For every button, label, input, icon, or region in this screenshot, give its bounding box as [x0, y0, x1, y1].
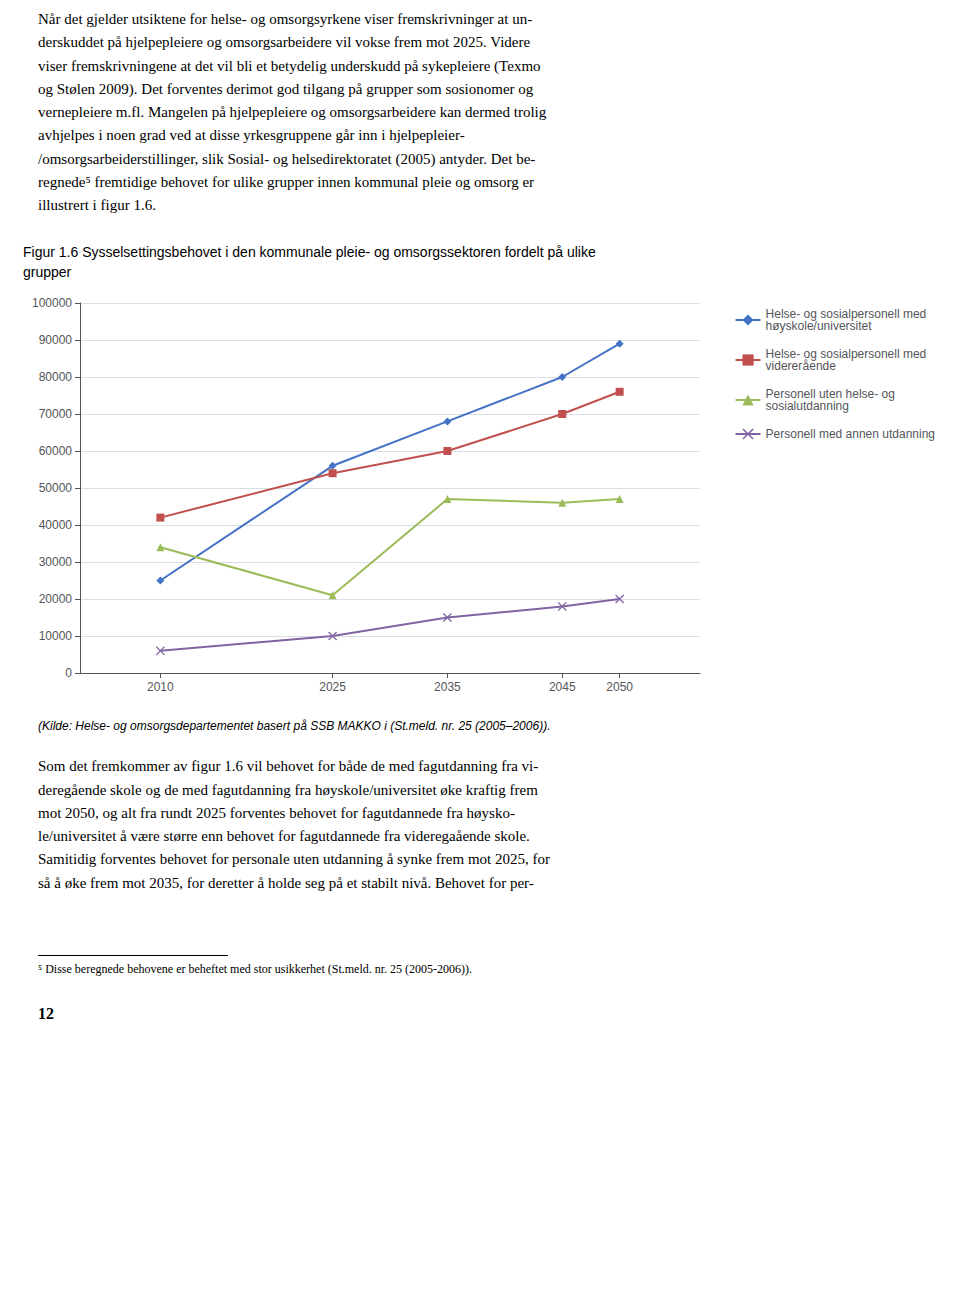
svg-text:80000: 80000	[39, 370, 73, 384]
svg-text:Helse- og sosialpersonell med: Helse- og sosialpersonell med	[765, 307, 927, 322]
svg-text:20000: 20000	[39, 592, 73, 606]
html-text:(Kilde: Helse- og omsorgsdepar: (Kilde: Helse- og omsorgsdepartementet b…	[38, 719, 551, 734]
svg-text:90000: 90000	[39, 333, 73, 347]
svg-text:2010: 2010	[147, 680, 174, 694]
svg-text:Personell uten helse- og: Personell uten helse- og	[765, 387, 895, 402]
svg-text:30000: 30000	[39, 555, 73, 569]
svg-text:100000: 100000	[32, 296, 72, 310]
svg-text:høyskole/universitet: høyskole/universitet	[766, 319, 873, 333]
html-text:⁵ Disse beregnede behovene er: ⁵ Disse beregnede behovene er beheftet m…	[38, 961, 473, 976]
html-text:Som det fremkommer av figur 1.: Som det fremkommer av figur 1.6 vil beho…	[38, 758, 550, 891]
svg-text:videreгående: videreгående	[766, 359, 837, 373]
svg-text:sosialutdanning: sosialutdanning	[766, 399, 849, 413]
svg-text:grupper: grupper	[23, 264, 72, 280]
svg-text:2035: 2035	[434, 680, 461, 694]
svg-text:Helse- og sosialpersonell med: Helse- og sosialpersonell med	[765, 347, 927, 362]
svg-text:70000: 70000	[39, 407, 73, 421]
html-text:12: 12	[38, 1004, 54, 1022]
svg-text:Personell med annen utdanning: Personell med annen utdanning	[766, 427, 935, 441]
svg-text:2025: 2025	[319, 680, 346, 694]
svg-text:50000: 50000	[39, 481, 73, 495]
svg-text:0: 0	[65, 666, 72, 680]
svg-text:Figur 1.6 Sysselsettingsbehove: Figur 1.6 Sysselsettingsbehovet i den ko…	[23, 244, 596, 260]
svg-text:2045: 2045	[549, 680, 576, 694]
html-text:Når det gjelder utsiktene for: Når det gjelder utsiktene for helse- og …	[38, 11, 547, 213]
svg-text:10000: 10000	[39, 629, 73, 643]
svg-text:2050: 2050	[606, 680, 633, 694]
svg-text:60000: 60000	[39, 444, 73, 458]
svg-text:40000: 40000	[39, 518, 73, 532]
